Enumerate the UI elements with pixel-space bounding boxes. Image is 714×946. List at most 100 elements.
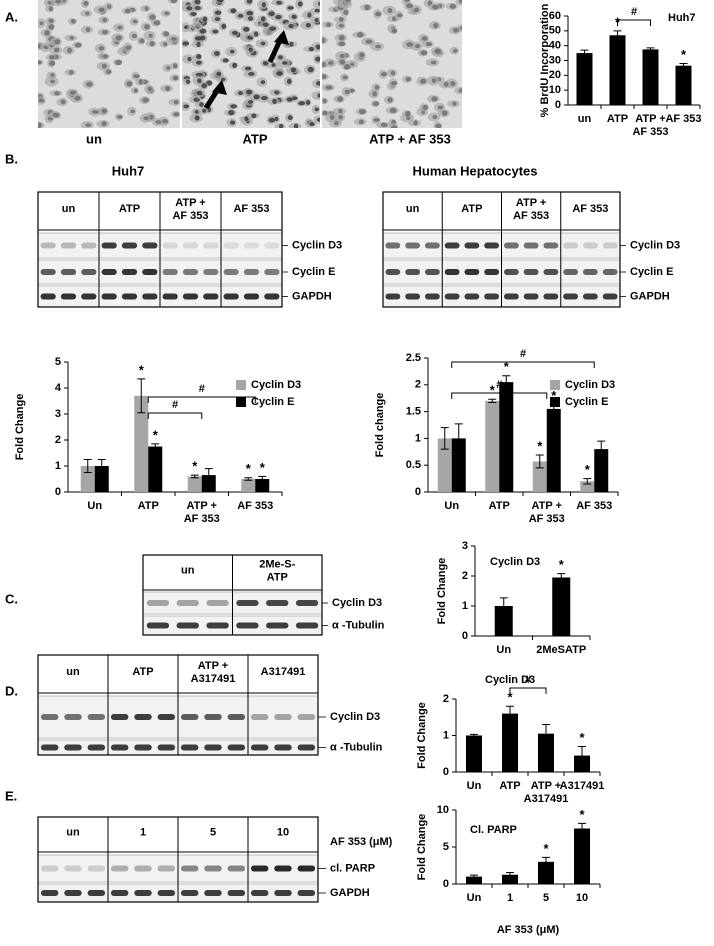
error-bar — [244, 477, 253, 481]
nucleus — [380, 122, 388, 128]
band — [424, 242, 440, 249]
x-axis-label: AF 353 (μM) — [497, 924, 560, 936]
nucleus — [216, 0, 224, 3]
band — [543, 269, 559, 275]
nucleus — [253, 94, 260, 100]
bar — [552, 577, 571, 636]
band — [182, 269, 199, 275]
nucleus — [173, 100, 179, 105]
nucleus — [172, 63, 178, 69]
band — [243, 293, 260, 300]
band — [162, 242, 178, 249]
y-axis-label: Fold Change — [14, 394, 26, 461]
band — [157, 744, 176, 751]
image-caption: ATP + AF 353 — [369, 131, 451, 146]
band — [297, 744, 316, 751]
nucleus — [230, 104, 237, 109]
nucleus — [247, 100, 254, 104]
band — [444, 269, 460, 275]
band — [405, 242, 421, 249]
nucleus — [314, 8, 320, 13]
bracket — [509, 687, 547, 694]
nucleus — [305, 22, 311, 28]
lane-label: 2Me-S-ATP — [259, 558, 295, 583]
bar — [574, 828, 590, 884]
band — [464, 269, 480, 275]
nucleus — [222, 58, 229, 63]
row-label: Cyclin D3 — [630, 239, 680, 251]
nucleus — [322, 98, 327, 104]
band — [223, 269, 239, 275]
nucleus — [334, 121, 339, 126]
nucleus — [117, 115, 123, 119]
band — [223, 242, 239, 249]
band — [563, 269, 579, 275]
band — [266, 622, 289, 629]
band — [602, 242, 618, 249]
nucleus — [316, 81, 320, 86]
nucleus — [133, 74, 140, 79]
error-bar — [83, 459, 92, 473]
band — [134, 865, 152, 872]
nucleus — [433, 22, 439, 29]
band — [81, 293, 97, 300]
significance-marker: * — [559, 557, 565, 572]
bracket-label: # — [525, 674, 531, 686]
bar — [241, 479, 256, 492]
nucleus — [338, 108, 343, 114]
nucleus — [53, 47, 60, 53]
bar — [546, 408, 561, 492]
band — [582, 293, 598, 300]
error-bar — [137, 378, 146, 414]
band — [64, 744, 82, 751]
band — [204, 714, 222, 720]
nucleus — [339, 53, 345, 59]
lane-label: ATP + AF 353 — [513, 197, 549, 222]
nucleus — [453, 48, 458, 53]
error-bar — [440, 427, 449, 450]
band — [40, 293, 56, 300]
nucleus — [262, 61, 269, 66]
nucleus — [155, 120, 162, 125]
nucleus — [406, 3, 414, 9]
nucleus — [329, 115, 335, 120]
x-tick-label: AF 353 — [237, 500, 273, 512]
nucleus — [260, 16, 266, 22]
y-tick-label: 10 — [437, 804, 449, 816]
error-bar — [454, 423, 463, 454]
bar — [502, 713, 518, 772]
nucleus — [432, 4, 439, 10]
band — [484, 242, 500, 249]
error-bar — [470, 733, 478, 738]
nucleus — [364, 4, 371, 11]
band — [142, 293, 158, 300]
band — [250, 890, 269, 896]
nucleus — [315, 56, 320, 62]
lane-label: ATP + AF 353 — [172, 197, 208, 222]
band — [264, 293, 280, 300]
nucleus — [132, 19, 138, 24]
band — [227, 865, 246, 872]
bracket — [147, 412, 203, 419]
error-bar — [613, 30, 622, 41]
band — [274, 890, 292, 896]
band — [250, 865, 269, 872]
significance-marker: * — [490, 383, 496, 398]
nucleus — [317, 1, 320, 6]
significance-marker: * — [585, 462, 591, 477]
nucleus — [322, 110, 328, 116]
x-tick-label: ATP — [607, 113, 628, 125]
lane-label: un — [66, 666, 80, 678]
band — [146, 622, 170, 629]
y-tick-label: 0 — [55, 486, 61, 498]
band — [424, 293, 440, 300]
bar — [201, 475, 216, 492]
nucleus — [344, 89, 350, 95]
band — [204, 744, 222, 751]
row-label: Cyclin D3 — [330, 711, 380, 723]
error-bar — [535, 454, 544, 469]
nucleus — [338, 17, 344, 22]
x-tick-label: 2MeSATP — [536, 644, 586, 656]
band — [60, 293, 77, 300]
nucleus — [50, 79, 56, 84]
